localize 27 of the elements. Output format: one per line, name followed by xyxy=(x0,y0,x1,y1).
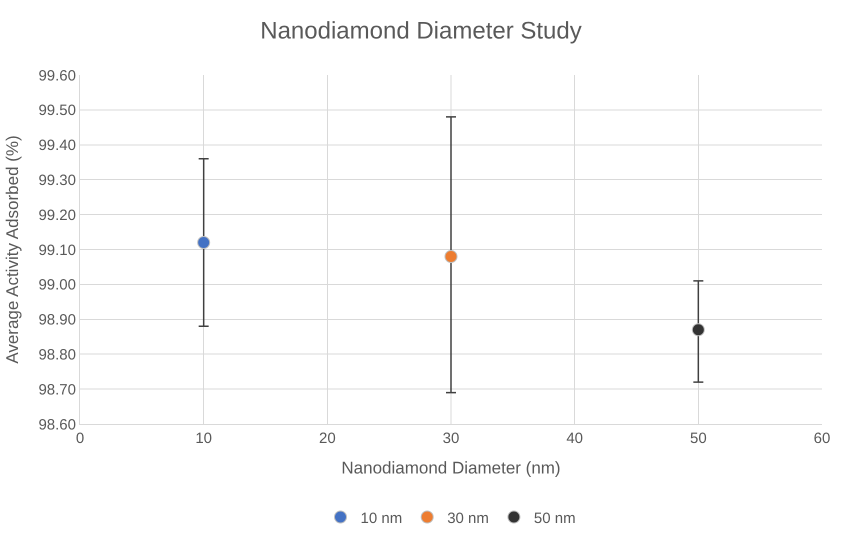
y-tick-label: 98.80 xyxy=(38,346,76,364)
y-axis-title: Average Activity Adsorbed (%) xyxy=(3,135,22,364)
point xyxy=(197,236,210,250)
x-tick-label: 30 xyxy=(442,430,460,447)
legend-label: 10 nm xyxy=(360,510,402,527)
y-tick-label: 99.10 xyxy=(38,242,76,259)
y-tick-label: 98.60 xyxy=(38,416,76,434)
x-tick-label: 20 xyxy=(318,430,336,447)
y-tick-label: 99.00 xyxy=(38,276,76,294)
y-tick-label: 99.40 xyxy=(38,137,76,154)
x-tick-label: 0 xyxy=(76,430,84,447)
y-tick-label: 98.90 xyxy=(38,312,76,329)
y-tick-label: 99.50 xyxy=(38,102,76,120)
y-tick-label: 98.70 xyxy=(38,381,76,398)
legend-label: 30 nm xyxy=(447,510,489,527)
y-tick-label: 99.60 xyxy=(38,67,76,84)
y-tick-label: 99.30 xyxy=(38,172,76,189)
x-axis-title: Nanodiamond Diameter (nm) xyxy=(341,458,561,478)
point xyxy=(692,323,705,336)
point xyxy=(444,250,458,263)
x-tick-label: 50 xyxy=(690,430,707,447)
y-tick-label: 99.20 xyxy=(38,206,76,224)
chart-title: Nanodiamond Diameter Study xyxy=(260,18,582,45)
x-tick-label: 60 xyxy=(814,430,830,447)
x-tick-label: 10 xyxy=(195,430,212,447)
x-tick-label: 40 xyxy=(566,430,584,447)
legend-label: 50 nm xyxy=(534,510,576,527)
